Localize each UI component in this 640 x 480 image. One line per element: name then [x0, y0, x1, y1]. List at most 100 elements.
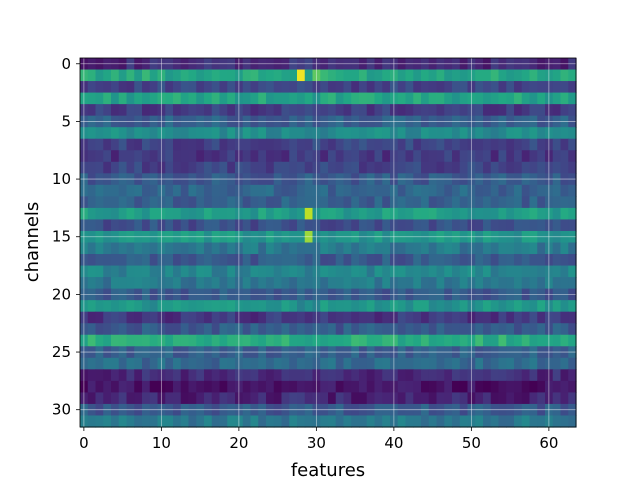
heatmap-cell	[359, 254, 368, 267]
heatmap-cell	[560, 242, 569, 255]
heatmap-cell	[459, 81, 469, 94]
heatmap-cell	[250, 219, 259, 232]
heatmap-cell	[258, 311, 267, 324]
heatmap-cell	[421, 92, 430, 105]
heatmap-cell	[211, 138, 221, 151]
heatmap-cell	[219, 369, 228, 382]
heatmap-cell	[242, 392, 252, 405]
heatmap-cell	[304, 265, 314, 278]
heatmap-cell	[180, 242, 190, 255]
heatmap-cell	[142, 323, 151, 336]
heatmap-cell	[204, 207, 213, 221]
heatmap-cell	[266, 219, 275, 232]
heatmap-cell	[359, 81, 368, 94]
heatmap-cell	[560, 196, 569, 209]
heatmap-cell	[568, 242, 577, 255]
heatmap-cell	[335, 127, 345, 140]
heatmap-cell	[568, 311, 577, 324]
heatmap-cell	[444, 242, 453, 255]
heatmap-cell	[289, 207, 298, 221]
heatmap-cell	[304, 323, 314, 336]
heatmap-cell	[498, 242, 507, 255]
heatmap-cell	[149, 242, 159, 255]
heatmap-cell	[227, 415, 236, 428]
heatmap-cell	[343, 219, 352, 232]
heatmap-cell	[560, 265, 569, 278]
heatmap-cell	[405, 357, 414, 370]
heatmap-cell	[475, 369, 484, 382]
heatmap-cell	[320, 369, 329, 382]
heatmap-cell	[180, 81, 190, 94]
heatmap-cell	[258, 300, 267, 313]
heatmap-cell	[413, 81, 422, 94]
heatmap-cell	[343, 300, 352, 313]
heatmap-cell	[498, 161, 507, 174]
heatmap-cell	[568, 127, 577, 140]
heatmap-cell	[351, 323, 360, 336]
heatmap-cell	[134, 369, 143, 382]
heatmap-cell	[452, 150, 461, 163]
heatmap-cell	[436, 92, 445, 105]
heatmap-cell	[242, 277, 252, 290]
heatmap-cell	[382, 357, 391, 370]
heatmap-cell	[351, 334, 360, 347]
heatmap-cell	[242, 369, 252, 382]
heatmap-cell	[188, 415, 197, 428]
heatmap-cell	[490, 357, 500, 370]
heatmap-cell	[537, 81, 546, 94]
heatmap-cell	[103, 196, 112, 209]
heatmap-cell	[273, 392, 283, 405]
heatmap-cell	[297, 127, 306, 140]
heatmap-cell	[242, 254, 252, 267]
heatmap-cell	[521, 254, 531, 267]
y-tick-label: 15	[52, 228, 71, 246]
heatmap-cell	[382, 242, 391, 255]
heatmap-cell	[134, 219, 143, 232]
heatmap-cell	[359, 138, 368, 151]
heatmap-cell	[459, 69, 469, 82]
heatmap-cell	[351, 127, 360, 140]
heatmap-cell	[266, 127, 275, 140]
heatmap-cell	[328, 323, 337, 336]
heatmap-cell	[521, 104, 531, 117]
heatmap-cell	[273, 184, 283, 197]
heatmap-cell	[382, 150, 391, 163]
heatmap-cell	[134, 104, 143, 117]
heatmap-cell	[475, 161, 484, 174]
heatmap-cell	[483, 369, 492, 382]
heatmap-cell	[242, 184, 252, 197]
heatmap-cell	[142, 219, 151, 232]
heatmap-cell	[397, 265, 407, 278]
heatmap-cell	[514, 184, 523, 197]
heatmap-cell	[204, 380, 213, 394]
heatmap-cell	[436, 254, 445, 267]
heatmap-cell	[537, 311, 546, 324]
heatmap-cell	[87, 196, 97, 209]
heatmap-cell	[134, 69, 143, 82]
heatmap-cell	[459, 219, 469, 232]
heatmap-cell	[297, 219, 306, 232]
heatmap-cell	[537, 392, 546, 405]
heatmap-cell	[483, 334, 492, 347]
heatmap-cell	[560, 138, 569, 151]
heatmap-cell	[242, 69, 252, 82]
heatmap-cell	[258, 369, 267, 382]
heatmap-cell	[514, 69, 523, 82]
heatmap-cell	[196, 81, 205, 94]
heatmap-cell	[211, 184, 221, 197]
heatmap-cell	[413, 219, 422, 232]
heatmap-cell	[428, 161, 438, 174]
heatmap-cell	[452, 104, 461, 117]
heatmap-cell	[95, 254, 104, 267]
heatmap-cell	[521, 311, 531, 324]
heatmap-cell	[444, 184, 453, 197]
heatmap-cell	[219, 415, 228, 428]
heatmap-cell	[506, 127, 515, 140]
heatmap-cell	[188, 138, 197, 151]
heatmap-cell	[126, 392, 135, 405]
heatmap-cell	[444, 357, 453, 370]
heatmap-cell	[452, 357, 461, 370]
heatmap-cell	[219, 207, 228, 221]
heatmap-cell	[444, 104, 453, 117]
heatmap-cell	[196, 196, 205, 209]
